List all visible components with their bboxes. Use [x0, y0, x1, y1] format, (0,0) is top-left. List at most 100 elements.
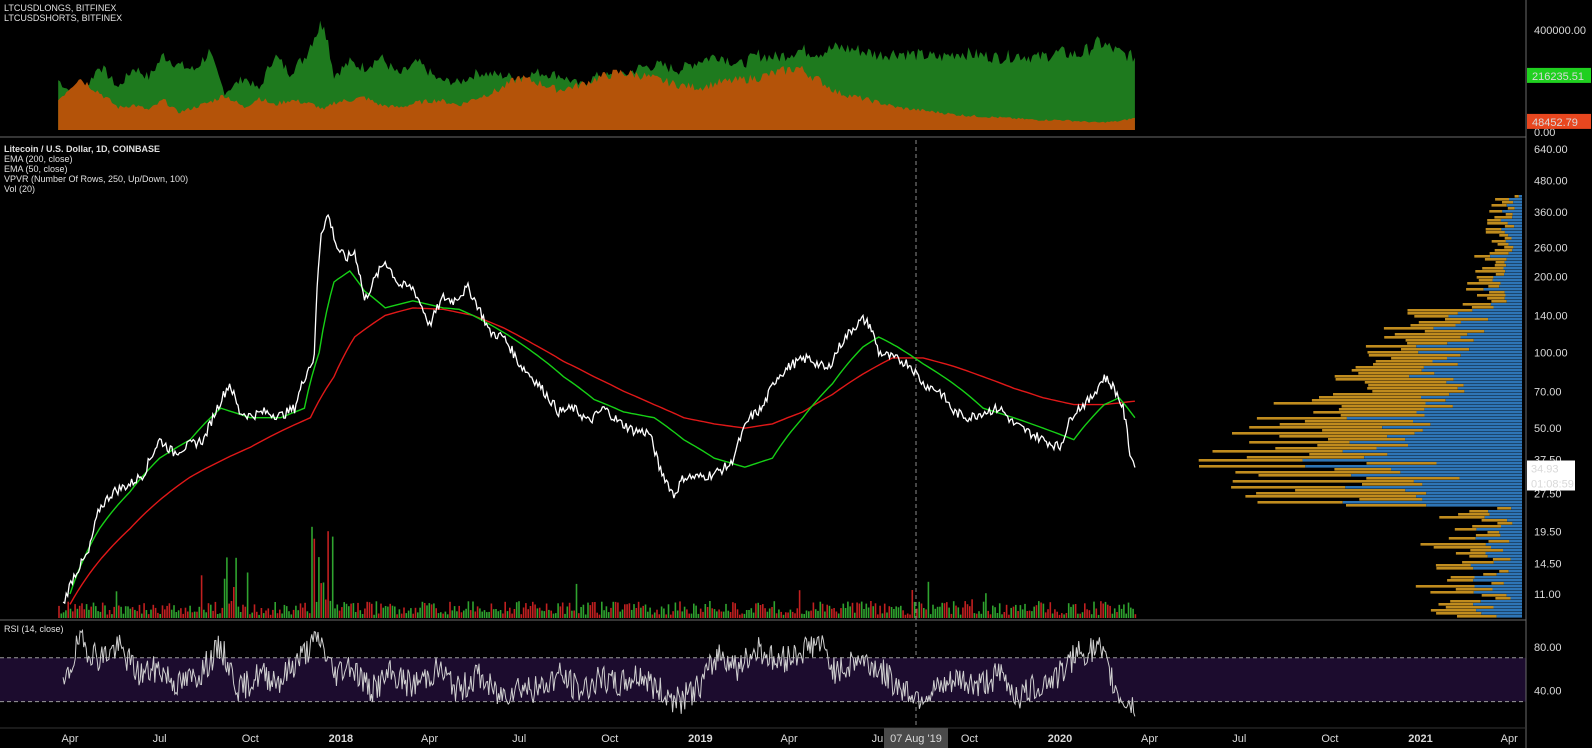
volume-bar	[541, 610, 543, 618]
vpvr-up-bar	[1507, 519, 1522, 522]
volume-bar	[624, 604, 626, 618]
volume-bar	[472, 601, 474, 618]
volume-bar	[1017, 611, 1019, 618]
vpvr-down-bar	[1436, 612, 1482, 615]
vpvr-up-bar	[1500, 219, 1522, 222]
vpvr-down-bar	[1359, 498, 1423, 501]
study-vol-label[interactable]: Vol (20)	[4, 184, 35, 194]
volume-bar	[120, 606, 122, 618]
time-axis-label: Jul	[512, 733, 526, 745]
vpvr-up-bar	[1505, 294, 1522, 297]
volume-bar	[69, 608, 72, 618]
price-tick-label: 27.50	[1534, 489, 1562, 501]
vpvr-down-bar	[1435, 564, 1471, 567]
vpvr-up-bar	[1346, 417, 1522, 420]
vpvr-down-bar	[1502, 201, 1514, 204]
volume-bar	[518, 601, 520, 618]
volume-bar	[1077, 613, 1079, 618]
vpvr-up-bar	[1506, 204, 1522, 207]
vpvr-up-bar	[1511, 237, 1522, 240]
volume-bar	[883, 603, 886, 618]
volume-bar	[552, 613, 555, 618]
volume-bar	[683, 606, 686, 618]
volume-bar	[1047, 609, 1049, 618]
study-vpvr-label[interactable]: VPVR (Number Of Rows, 250, Up/Down, 100)	[4, 174, 188, 184]
volume-bar	[741, 613, 743, 618]
volume-bar	[499, 610, 502, 618]
vpvr-down-bar	[1384, 336, 1461, 339]
longs-last-value: 216235.51	[1532, 71, 1584, 83]
vpvr-down-bar	[1491, 204, 1507, 207]
price-pane[interactable]: Litecoin / U.S. Dollar, 1D, COINBASE EMA…	[4, 140, 1522, 734]
volume-bar	[412, 613, 414, 618]
volume-bar	[950, 613, 953, 618]
volume-bar	[893, 609, 895, 618]
study-ema50-label[interactable]: EMA (50, close)	[4, 164, 68, 174]
volume-bar	[88, 609, 90, 618]
vpvr-up-bar	[1506, 264, 1522, 267]
vpvr-down-bar	[1494, 264, 1507, 267]
time-axis-label: 2018	[329, 733, 353, 745]
vpvr-up-bar	[1500, 282, 1522, 285]
volume-bar	[663, 608, 665, 618]
volume-bar	[212, 610, 214, 618]
volume-bar	[343, 602, 345, 618]
vpvr-up-bar	[1493, 606, 1522, 609]
vpvr-down-bar	[1407, 312, 1458, 315]
volume-bar	[182, 613, 184, 618]
vpvr-down-bar	[1491, 240, 1506, 243]
volume-bar	[285, 606, 288, 618]
volume-bar	[711, 608, 713, 618]
study-ema200-label[interactable]: EMA (200, close)	[4, 154, 73, 164]
vpvr-down-bar	[1258, 474, 1352, 477]
time-axis-label: Jul	[872, 733, 886, 745]
volume-bar	[826, 604, 828, 618]
time-axis[interactable]: Apr Jul Oct 2018 Apr Jul Oct 2019 Apr Jul Oct 2020 A…	[61, 733, 1518, 745]
vpvr-up-bar	[1376, 447, 1522, 450]
volume-bar	[1074, 604, 1077, 618]
volume-bar	[265, 610, 267, 618]
longs-shorts-pane[interactable]: LTCUSDLONGS, BITFINEX LTCUSDSHORTS, BITF…	[4, 3, 1135, 131]
vpvr-down-bar	[1405, 339, 1474, 342]
volume-bar	[1035, 605, 1038, 618]
vpvr-down-bar	[1445, 606, 1494, 609]
vpvr-up-bar	[1422, 483, 1522, 486]
volume-bar	[739, 614, 741, 618]
volume-bar	[785, 612, 787, 618]
rsi-tick-label: 80.00	[1534, 642, 1562, 654]
volume-bar	[952, 601, 955, 618]
volume-bar	[996, 613, 999, 618]
vpvr-up-bar	[1422, 498, 1522, 501]
volume-bar	[456, 611, 458, 618]
volume-bar	[794, 613, 796, 618]
vpvr-up-bar	[1413, 480, 1522, 483]
volume-bar	[916, 608, 918, 618]
volume-bar	[463, 610, 465, 618]
price-scale[interactable]	[1526, 0, 1592, 748]
vpvr-down-bar	[1231, 486, 1346, 489]
vpvr-up-bar	[1484, 330, 1522, 333]
vpvr-down-bar	[1492, 558, 1511, 561]
volume-bar	[644, 604, 647, 618]
vpvr-down-bar	[1372, 390, 1465, 393]
vpvr-up-bar	[1504, 231, 1522, 234]
volume-bar	[660, 606, 663, 618]
volume-bar	[895, 606, 897, 618]
vpvr-up-bar	[1433, 327, 1522, 330]
vpvr-down-bar	[1455, 552, 1486, 555]
volume-bar	[833, 608, 835, 618]
volume-bar	[281, 613, 283, 618]
vpvr-up-bar	[1426, 504, 1522, 507]
volume-bar	[906, 613, 909, 618]
vpvr-up-bar	[1502, 210, 1522, 213]
vpvr-down-bar	[1322, 429, 1423, 432]
volume-bar	[203, 609, 205, 618]
volume-bar	[1063, 614, 1065, 618]
volume-bar	[619, 611, 621, 618]
rsi-pane[interactable]: RSI (14, close)	[0, 624, 1526, 717]
vpvr-up-bar	[1504, 297, 1522, 300]
volume-bar	[113, 606, 115, 618]
volume-bar	[955, 605, 957, 618]
volume-bar	[124, 606, 127, 618]
